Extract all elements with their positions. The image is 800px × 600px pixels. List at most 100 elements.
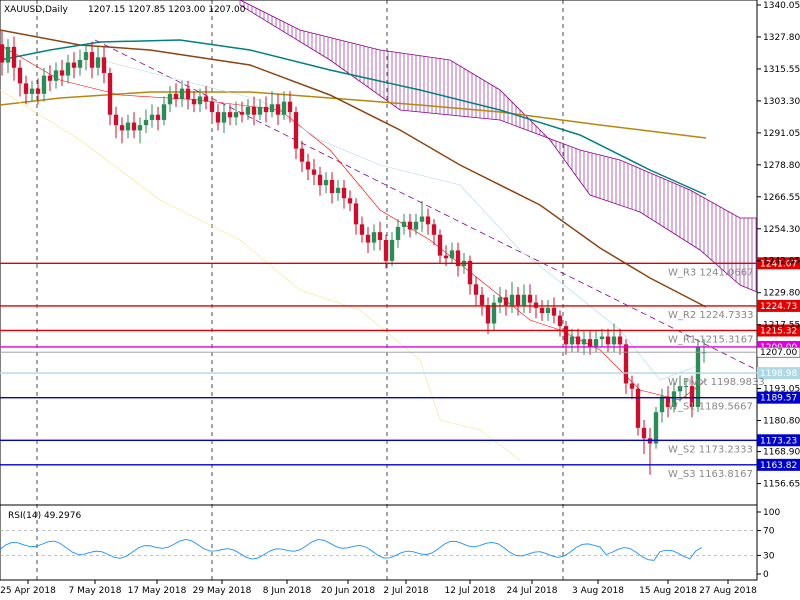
candle-body: [653, 412, 659, 444]
candle-body: [53, 70, 59, 81]
chart-header-ohlc: 1207.15 1207.85 1203.00 1207.00: [88, 5, 246, 15]
candle-body: [83, 52, 89, 60]
candle-body: [353, 203, 359, 225]
level-price-tag: [757, 434, 800, 447]
candle-body: [149, 114, 155, 120]
time-tick-label: 8 Jun 2018: [263, 586, 312, 596]
ma-fast-line: [0, 39, 707, 196]
candle-body: [629, 383, 635, 389]
candle-body: [677, 386, 683, 392]
candle-body: [137, 125, 143, 131]
price-tick-label: 1254.30: [763, 225, 800, 235]
candle-body: [257, 106, 263, 115]
candle-body: [551, 307, 557, 316]
chikou-line: [0, 89, 521, 461]
candle-body: [275, 104, 281, 115]
time-tick-label: 25 Apr 2018: [0, 586, 56, 596]
chart-header-symbol: XAUUSD,Daily: [4, 5, 68, 15]
candle-body: [113, 114, 119, 126]
level-price-tag: [757, 391, 800, 404]
candle-body: [563, 326, 569, 345]
candle-body: [617, 336, 623, 345]
candle-body: [167, 93, 173, 105]
candle-body: [47, 75, 53, 81]
candle-body: [323, 179, 329, 186]
candle-body: [497, 297, 503, 303]
candle-body: [335, 187, 341, 194]
time-tick-label: 27 Aug 2018: [699, 586, 757, 596]
candle-body: [185, 88, 191, 100]
level-label: W_R1 1215.3167: [668, 334, 753, 345]
rsi-indicator: 100 70 30 0: [0, 508, 780, 580]
candle-body: [245, 106, 251, 115]
candle-body: [527, 294, 533, 303]
candle-body: [191, 99, 197, 105]
candle-body: [539, 307, 545, 314]
level-label: W_S2 1173.2333: [668, 444, 753, 455]
candle-body: [209, 101, 215, 113]
candle-body: [95, 57, 101, 68]
current-price-tag-text: 1207.00: [760, 348, 797, 358]
candle-body: [503, 297, 509, 306]
rsi-tick-label: 100: [763, 508, 780, 518]
level-label: W_Pivot 1198.9833: [668, 377, 765, 388]
candle-body: [101, 57, 107, 73]
level-price-tag: [757, 458, 800, 471]
price-tick-label: 1229.80: [763, 289, 800, 299]
current-price-tag: [756, 346, 800, 358]
level-label: W_S1 1189.5667: [668, 402, 753, 413]
level-price-tag-text: 1173.23: [760, 436, 797, 446]
candle-body: [413, 221, 419, 230]
price-tick-label: 1291.05: [763, 129, 800, 139]
senkou-span-a: [239, 4, 757, 219]
price-tick-label: 1303.30: [763, 97, 800, 107]
time-tick-label: 29 May 2018: [193, 586, 252, 596]
candle-body: [221, 112, 227, 123]
rsi-tick-label: 30: [763, 551, 775, 561]
candle-body: [119, 125, 125, 131]
candle-body: [383, 239, 389, 261]
price-tick-label: 1327.80: [763, 33, 800, 43]
price-tick-label: 1315.55: [763, 65, 800, 75]
candle-body: [329, 179, 335, 194]
candle-body: [5, 46, 11, 63]
senkou-span-b: [239, 0, 758, 293]
candle-body: [659, 396, 665, 413]
time-tick-label: 20 Jun 2018: [321, 586, 375, 596]
candle-body: [635, 388, 641, 428]
candle-body: [491, 302, 497, 324]
candle-body: [71, 62, 77, 68]
candle-body: [179, 88, 185, 100]
level-price-tag: [757, 299, 800, 312]
candle-body: [125, 122, 131, 131]
candle-body: [11, 46, 17, 68]
candle-body: [347, 198, 353, 204]
candle-body: [437, 234, 443, 256]
candle-body: [239, 112, 245, 115]
candle-body: [89, 52, 95, 68]
candle-body: [401, 221, 407, 227]
candle-body: [371, 232, 377, 243]
time-tick-label: 3 Aug 2018: [572, 586, 624, 596]
level-price-tag: [757, 324, 800, 337]
candle-body: [485, 305, 491, 324]
price-tick-label: 1180.80: [763, 417, 800, 427]
rsi-title: RSI(14) 49.2976: [8, 511, 81, 521]
level-label: W_S3 1163.8167: [668, 469, 753, 480]
candle-body: [251, 106, 257, 115]
candle-body: [17, 67, 23, 84]
candle-body: [623, 344, 629, 384]
candle-body: [431, 224, 437, 235]
candle-body: [305, 161, 311, 170]
price-axis: 1340.05 1327.80 1315.55 1303.30 1291.05 1278.…: [757, 1, 800, 490]
ma-mid-line: [0, 29, 707, 308]
candle-body: [107, 72, 113, 115]
candle-body: [317, 174, 323, 186]
candle-body: [419, 216, 425, 222]
level-price-tag-text: 1215.32: [760, 326, 797, 336]
candle-body: [599, 336, 605, 340]
ma-slow-line: [0, 91, 707, 139]
candle-body: [695, 346, 701, 407]
rsi-tick-label: 70: [763, 527, 775, 537]
